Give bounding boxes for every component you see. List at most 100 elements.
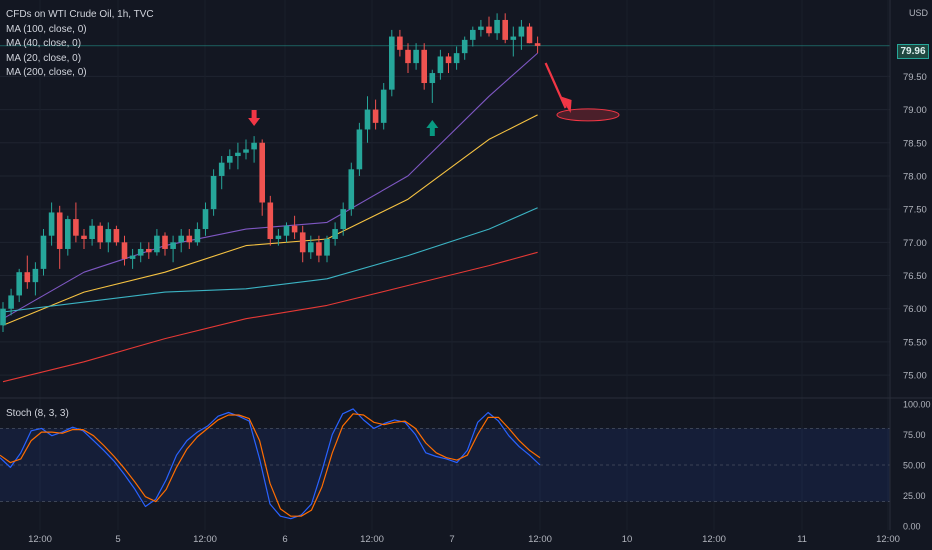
currency-label: USD	[908, 8, 928, 18]
candle-body	[291, 225, 298, 233]
y-tick-label: 77.00	[903, 238, 927, 249]
target-zone-ellipse	[556, 108, 620, 122]
legend-title[interactable]: CFDs on WTI Crude Oil, 1h, TVC	[6, 9, 154, 20]
candle-body	[478, 26, 484, 30]
x-tick-label: 12:00	[702, 534, 726, 545]
x-tick-label: 12:00	[876, 534, 900, 545]
grid-layer	[0, 45, 890, 376]
candle-body	[340, 209, 346, 230]
candle-body	[348, 169, 355, 210]
legend-ma20[interactable]: MA (20, close, 0)	[6, 52, 82, 64]
x-tick-label: 12:00	[528, 534, 552, 545]
ma-line	[2, 52, 538, 320]
candle-body	[518, 26, 525, 37]
candle-body	[372, 109, 379, 123]
x-tick-label: 12:00	[28, 534, 52, 545]
down-arrow-icon	[248, 110, 261, 126]
candle-body	[470, 29, 476, 40]
candle-body	[421, 49, 427, 84]
candle-body	[129, 255, 136, 259]
y-tick-label: 77.50	[903, 205, 927, 216]
ma-line	[2, 251, 538, 383]
x-tick-label: 12:00	[360, 534, 384, 545]
legend-ma100[interactable]: MA (100, close, 0)	[6, 23, 87, 35]
stoch-tick-label: 0.00	[903, 522, 921, 532]
stoch-legend[interactable]: Stoch (8, 3, 3)	[6, 408, 69, 419]
x-tick-label: 12:00	[193, 534, 217, 545]
candle-body	[24, 272, 31, 283]
candle-body	[397, 36, 403, 50]
candle-body	[186, 235, 193, 243]
candle-body	[259, 142, 265, 203]
candle-body	[65, 219, 71, 249]
candle-body	[534, 43, 541, 46]
candle-body	[364, 109, 371, 130]
candle-body	[380, 89, 387, 123]
candle-body	[356, 129, 363, 170]
candle-body	[162, 235, 168, 249]
y-tick-label: 78.50	[903, 138, 927, 149]
candle-body	[170, 242, 176, 249]
candle-body	[429, 73, 436, 84]
candle-body	[324, 239, 330, 256]
candle-body	[194, 229, 201, 243]
legend-ma200[interactable]: MA (200, close, 0)	[6, 67, 87, 78]
stoch-tick-label: 50.00	[903, 461, 926, 471]
candle-body	[178, 235, 184, 243]
candle-body	[97, 225, 103, 243]
candle-body	[461, 39, 468, 54]
candle-body	[227, 156, 233, 163]
candle-body	[453, 53, 460, 64]
stoch-series-line	[0, 408, 541, 520]
candle-body	[526, 26, 533, 44]
up-arrow-icon	[426, 120, 439, 136]
y-tick-label: 75.00	[903, 371, 927, 382]
projection-arrow-head	[559, 96, 572, 113]
candle-body	[437, 56, 444, 74]
candle-body	[0, 308, 6, 326]
candle-body	[89, 225, 95, 240]
x-tick-label: 10	[622, 534, 633, 545]
candle-body	[494, 19, 500, 34]
candle-body	[413, 49, 419, 64]
candle-body	[8, 295, 14, 309]
ma-line	[2, 207, 538, 313]
y-tick-label: 79.00	[903, 105, 927, 116]
candle-body	[502, 19, 508, 40]
legend-ma40[interactable]: MA (40, close, 0)	[6, 38, 82, 49]
x-tick-label: 5	[115, 534, 120, 545]
candle-body	[81, 235, 87, 240]
candle-body	[113, 229, 120, 243]
y-tick-label: 75.50	[903, 337, 927, 348]
candle-body	[389, 36, 395, 90]
x-tick-label: 6	[282, 534, 287, 545]
y-tick-label: 76.50	[903, 271, 927, 282]
y-tick-label: 78.00	[903, 171, 927, 182]
stochastic-pane	[0, 408, 890, 520]
stoch-tick-label: 100.00	[903, 400, 931, 410]
candle-body	[48, 212, 55, 236]
x-tick-label: 11	[797, 534, 807, 545]
candle-body	[251, 142, 257, 150]
candle-body	[510, 36, 517, 40]
candle-body	[299, 232, 306, 253]
candle-body	[308, 242, 314, 253]
candle-body	[40, 235, 47, 269]
stoch-tick-label: 75.00	[903, 430, 926, 440]
candle-body	[218, 162, 225, 176]
candle-body	[202, 209, 209, 230]
annotations	[248, 62, 620, 136]
candle-body	[121, 242, 128, 259]
candle-body	[486, 26, 492, 34]
candle-body	[210, 175, 217, 210]
projection-arrow-line	[544, 62, 567, 109]
candle-body	[32, 268, 39, 283]
candle-body	[56, 212, 63, 249]
candle-body	[73, 219, 79, 236]
candle-body	[105, 229, 112, 243]
candle-body	[137, 248, 144, 256]
candle-body	[445, 56, 452, 64]
candle-body	[267, 202, 274, 240]
